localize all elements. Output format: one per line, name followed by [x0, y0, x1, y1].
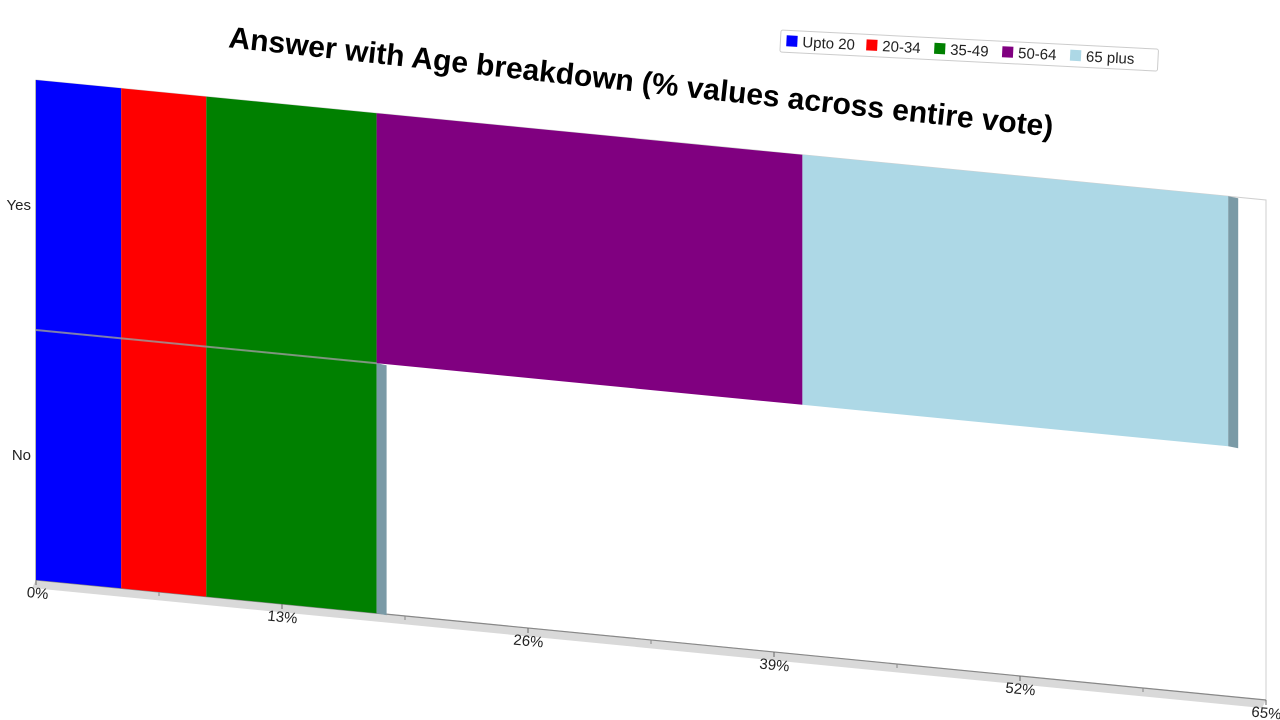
legend-swatch-50-64 — [1001, 46, 1014, 58]
legend-swatch-20-34 — [866, 39, 878, 51]
bar-yes-20-34 — [121, 88, 207, 347]
legend-label-upto-20: Upto 20 — [802, 34, 855, 54]
bar-yes-35-49 — [206, 96, 377, 364]
x-tick-label: 13% — [267, 608, 299, 628]
x-tick-label: 0% — [26, 584, 49, 603]
legend-label-20-34: 20-34 — [882, 38, 921, 57]
bar-no-35-49 — [206, 346, 377, 614]
legend-swatch-35-49 — [933, 42, 946, 55]
bar-side-yes — [1228, 196, 1239, 449]
bar-side-no — [376, 363, 387, 616]
x-tick-label: 39% — [759, 656, 791, 676]
bar-no-upto-20 — [36, 330, 122, 589]
legend: Upto 20 20-34 35-49 50-64 65 plus — [779, 29, 1159, 72]
category-separator — [35, 329, 377, 365]
bar-yes-upto-20 — [36, 80, 122, 339]
category-label-no: No — [12, 447, 31, 464]
legend-swatch-65-plus — [1069, 49, 1082, 62]
x-tick-label: 26% — [513, 632, 545, 652]
bar-yes-50-64 — [376, 113, 803, 405]
legend-label-35-49: 35-49 — [950, 42, 989, 61]
bar-yes-65-plus — [802, 154, 1229, 447]
floor-edge — [32, 580, 1266, 708]
bar-no-20-34 — [121, 338, 207, 597]
category-label-yes: Yes — [7, 197, 31, 214]
legend-label-50-64: 50-64 — [1018, 45, 1057, 64]
x-tick-label: 65% — [1251, 704, 1280, 720]
x-tick-label: 52% — [1005, 680, 1037, 700]
legend-label-65-plus: 65 plus — [1086, 48, 1135, 67]
legend-swatch-upto-20 — [786, 35, 798, 47]
